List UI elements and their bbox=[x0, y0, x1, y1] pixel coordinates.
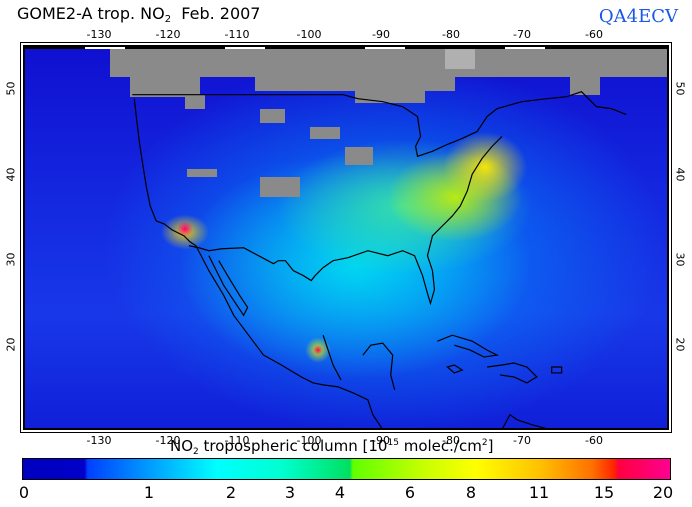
no-data-region bbox=[260, 177, 300, 197]
no-data-region bbox=[185, 95, 205, 109]
frame-edge-top bbox=[25, 47, 667, 49]
lon-label-top: -90 bbox=[372, 28, 390, 41]
lon-label-top: -80 bbox=[442, 28, 460, 41]
lat-label-left: 20 bbox=[4, 337, 18, 352]
lat-label-left: 30 bbox=[4, 252, 18, 267]
lon-label-bottom: -110 bbox=[224, 434, 250, 447]
lon-label-bottom: -60 bbox=[585, 434, 603, 447]
frame-tick bbox=[505, 47, 545, 49]
no-data-region bbox=[310, 127, 340, 139]
lon-label-bottom: -70 bbox=[513, 434, 531, 447]
no-data-region bbox=[255, 75, 455, 91]
lat-label-left: 40 bbox=[4, 167, 18, 182]
lon-label-top: -70 bbox=[513, 28, 531, 41]
no2-heatmap bbox=[25, 47, 667, 428]
colorbar-label: 4 bbox=[334, 483, 346, 502]
no-data-region bbox=[260, 109, 285, 123]
no-data-region bbox=[345, 147, 373, 165]
no2-map bbox=[23, 45, 669, 430]
colorbar-label: 0 bbox=[18, 483, 30, 502]
lon-label-top: -120 bbox=[155, 28, 181, 41]
colorbar-label: 1 bbox=[143, 483, 155, 502]
lon-label-bottom: -80 bbox=[442, 434, 460, 447]
no-data-region bbox=[445, 47, 475, 69]
colorbar bbox=[22, 458, 671, 480]
no-data-region bbox=[187, 169, 217, 177]
colorbar-label: 6 bbox=[404, 483, 416, 502]
map-title: GOME2-A trop. NO2 Feb. 2007 bbox=[17, 4, 261, 25]
colorbar-label: 3 bbox=[284, 483, 296, 502]
frame-tick bbox=[225, 47, 265, 49]
lon-label-bottom: -90 bbox=[372, 434, 390, 447]
lat-label-left: 50 bbox=[4, 81, 18, 96]
colorbar-label: 11 bbox=[528, 483, 550, 502]
frame-tick bbox=[85, 47, 125, 49]
lon-label-top: -100 bbox=[296, 28, 322, 41]
colorbar-title: NO2 tropospheric column [1015 molec./cm2… bbox=[170, 437, 494, 457]
colorbar-label: 2 bbox=[225, 483, 237, 502]
colorbar-label: 15 bbox=[593, 483, 615, 502]
coastline-overlay bbox=[132, 91, 627, 428]
no-data-region bbox=[355, 89, 425, 103]
lon-label-bottom: -120 bbox=[155, 434, 181, 447]
lon-label-top: -110 bbox=[224, 28, 250, 41]
lon-label-top: -60 bbox=[585, 28, 603, 41]
colorbar-label: 20 bbox=[652, 483, 674, 502]
lat-label-right: 50 bbox=[673, 81, 687, 96]
lon-label-bottom: -100 bbox=[296, 434, 322, 447]
lon-label-bottom: -130 bbox=[86, 434, 112, 447]
colorbar-label: 8 bbox=[465, 483, 477, 502]
brand-logo: QA4ECV bbox=[598, 6, 678, 27]
no-data-region bbox=[130, 75, 200, 97]
lat-label-right: 20 bbox=[673, 337, 687, 352]
frame-tick bbox=[365, 47, 405, 49]
lat-label-right: 30 bbox=[673, 252, 687, 267]
lon-label-top: -130 bbox=[86, 28, 112, 41]
no-data-region bbox=[570, 67, 600, 95]
lat-label-right: 40 bbox=[673, 167, 687, 182]
